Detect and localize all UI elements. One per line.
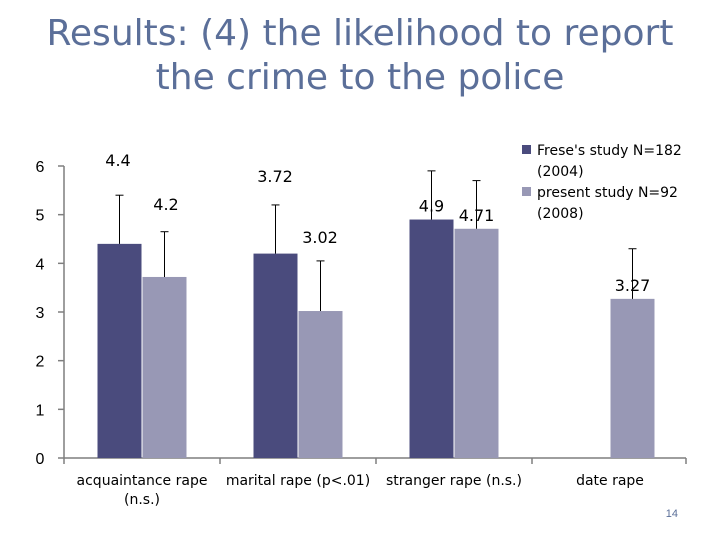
- y-tick-label: 5: [36, 208, 45, 225]
- category-label: (n.s.): [124, 492, 160, 508]
- legend-swatch: [522, 145, 531, 154]
- y-tick-label: 2: [36, 354, 45, 371]
- data-label: 4.2: [153, 195, 178, 214]
- data-label: 4.4: [105, 151, 130, 170]
- category-label: acquaintance rape: [77, 473, 208, 489]
- x-axis: acquaintance rape (n.s.) marital rape (p<.…: [63, 457, 687, 508]
- slide-title: Results: (4) the likelihood to report th…: [0, 12, 720, 100]
- bar-frese-2004: [253, 253, 298, 458]
- category-label: stranger rape (n.s.): [386, 473, 522, 489]
- slide-title-line1: Results: (4) the likelihood to report: [46, 13, 674, 54]
- data-label: 4.9: [419, 197, 444, 216]
- bar-present-2008: [610, 298, 655, 458]
- category-label: date rape: [576, 473, 644, 489]
- page-number: 14: [665, 508, 678, 520]
- y-axis: 0 1 2 3 4 5 6: [36, 159, 65, 468]
- data-labels: 4.4 4.2 4.9 3.72 3.02 4.71 3.27: [105, 151, 650, 295]
- legend-label: (2004): [537, 164, 584, 180]
- y-tick-label: 3: [36, 305, 45, 322]
- legend-label: (2008): [537, 206, 584, 222]
- data-label: 3.72: [257, 167, 293, 186]
- bar-frese-2004: [409, 219, 454, 458]
- slide-title-line2: the crime to the police: [155, 57, 565, 98]
- legend-swatch: [522, 187, 531, 196]
- y-tick-label: 1: [36, 402, 45, 419]
- y-tick-label: 4: [36, 256, 45, 273]
- bar-present-2008: [142, 276, 187, 458]
- data-label: 3.27: [615, 276, 651, 295]
- legend-label: present study N=92: [537, 185, 678, 201]
- legend: Frese's study N=182 (2004) present study N…: [522, 143, 682, 222]
- legend-label: Frese's study N=182: [537, 143, 682, 159]
- y-tick-label: 0: [36, 451, 45, 468]
- bar-present-2008: [454, 228, 499, 458]
- bar-frese-2004: [97, 243, 142, 458]
- bar-present-2008: [298, 311, 343, 458]
- y-tick-label: 6: [36, 159, 45, 176]
- category-label: marital rape (p<.01): [226, 473, 370, 489]
- data-label: 3.02: [302, 228, 338, 247]
- data-label: 4.71: [459, 206, 495, 225]
- bars: [97, 170, 655, 458]
